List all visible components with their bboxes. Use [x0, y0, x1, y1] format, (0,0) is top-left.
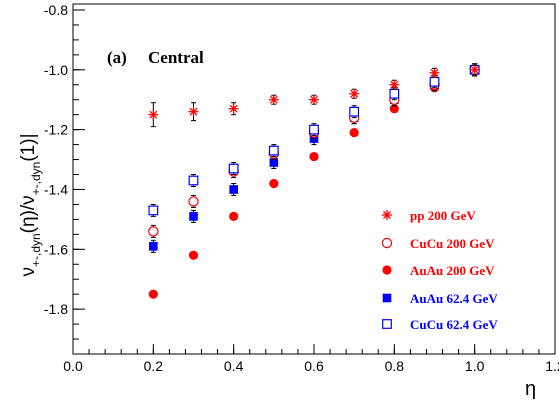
data-point [469, 64, 480, 75]
y-tick-label: -1.4 [44, 181, 68, 197]
legend-marker [382, 265, 392, 275]
y-label-part: (1)| [18, 133, 39, 161]
legend-label: AuAu 200 GeV [410, 263, 495, 278]
data-point [148, 205, 159, 216]
data-point [269, 158, 279, 167]
x-tick-label: 0.4 [224, 358, 244, 374]
data-point [189, 212, 198, 221]
data-point [188, 250, 199, 260]
data-point [268, 145, 279, 156]
x-axis-label: η [525, 378, 536, 400]
data-point [188, 196, 199, 207]
data-point [148, 226, 159, 237]
x-tick-label: 1.0 [465, 358, 485, 374]
legend-label: CuCu 200 GeV [410, 236, 495, 251]
data-point [309, 124, 319, 135]
x-tick-label: 0.2 [144, 358, 164, 374]
data-point [228, 163, 239, 174]
data-point [429, 76, 440, 87]
data-point [229, 185, 238, 194]
y-axis: -0.8 -1.0 -1.2 -1.4 -1.6 -1.8 [44, 2, 85, 355]
y-tick-label: -1.6 [44, 241, 68, 257]
y-axis-label: ν+-,dyn(η)/ν+-,dyn(1)| [18, 133, 43, 276]
data-point [188, 175, 199, 186]
y-tick-label: -1.0 [44, 62, 68, 78]
x-tick-label: 0.6 [304, 358, 324, 374]
data-point [148, 109, 159, 120]
data-point [269, 178, 279, 189]
legend-label: CuCu 62.4 GeV [410, 317, 498, 332]
svg-text:ν+-,dyn(η)/ν+-,dyn(1)|: ν+-,dyn(η)/ν+-,dyn(1)| [18, 133, 43, 276]
data-point [309, 94, 319, 105]
y-tick-label: -1.2 [44, 122, 68, 138]
data-point [389, 104, 399, 114]
data-marks [148, 63, 480, 299]
data-point [309, 151, 319, 162]
y-label-part: ν [18, 267, 39, 277]
x-tick-label: 0.0 [63, 358, 83, 374]
data-point [229, 211, 239, 221]
data-point [349, 128, 359, 138]
y-tick-label: -1.8 [44, 301, 68, 317]
data-point [389, 88, 400, 99]
data-point [268, 94, 279, 105]
data-point [148, 289, 158, 299]
panel-annotation: (a) [107, 48, 127, 67]
data-point [149, 242, 158, 251]
data-point [389, 79, 400, 90]
legend-label: pp 200 GeV [410, 208, 476, 223]
series-pp-200-gev [148, 64, 480, 128]
legend-marker [382, 293, 392, 303]
legend-marker [381, 237, 393, 249]
series-cucu-62-4-gev [148, 63, 480, 217]
legend: pp 200 GeV CuCu 200 GeV AuAu 200 GeV AuAu 6… [381, 208, 498, 332]
x-tick-label: 1.2 [545, 358, 559, 374]
data-point [349, 106, 360, 117]
y-label-part: (η)/ν [18, 195, 39, 233]
legend-label: AuAu 62.4 GeV [410, 291, 498, 306]
data-point [188, 106, 199, 117]
legend-marker [382, 210, 392, 220]
data-point [429, 67, 440, 78]
legend-marker [382, 319, 392, 329]
y-tick-label: -0.8 [44, 2, 68, 18]
x-tick-label: 0.8 [385, 358, 405, 374]
data-point [228, 103, 239, 114]
y-label-subscript: +-,dyn [29, 233, 43, 267]
y-label-subscript: +-,dyn [29, 162, 43, 196]
chart-subtitle: Central [148, 48, 204, 67]
data-point [349, 88, 360, 99]
x-axis: 0.0 0.2 0.4 0.6 0.8 1.0 1.2 [63, 344, 559, 374]
